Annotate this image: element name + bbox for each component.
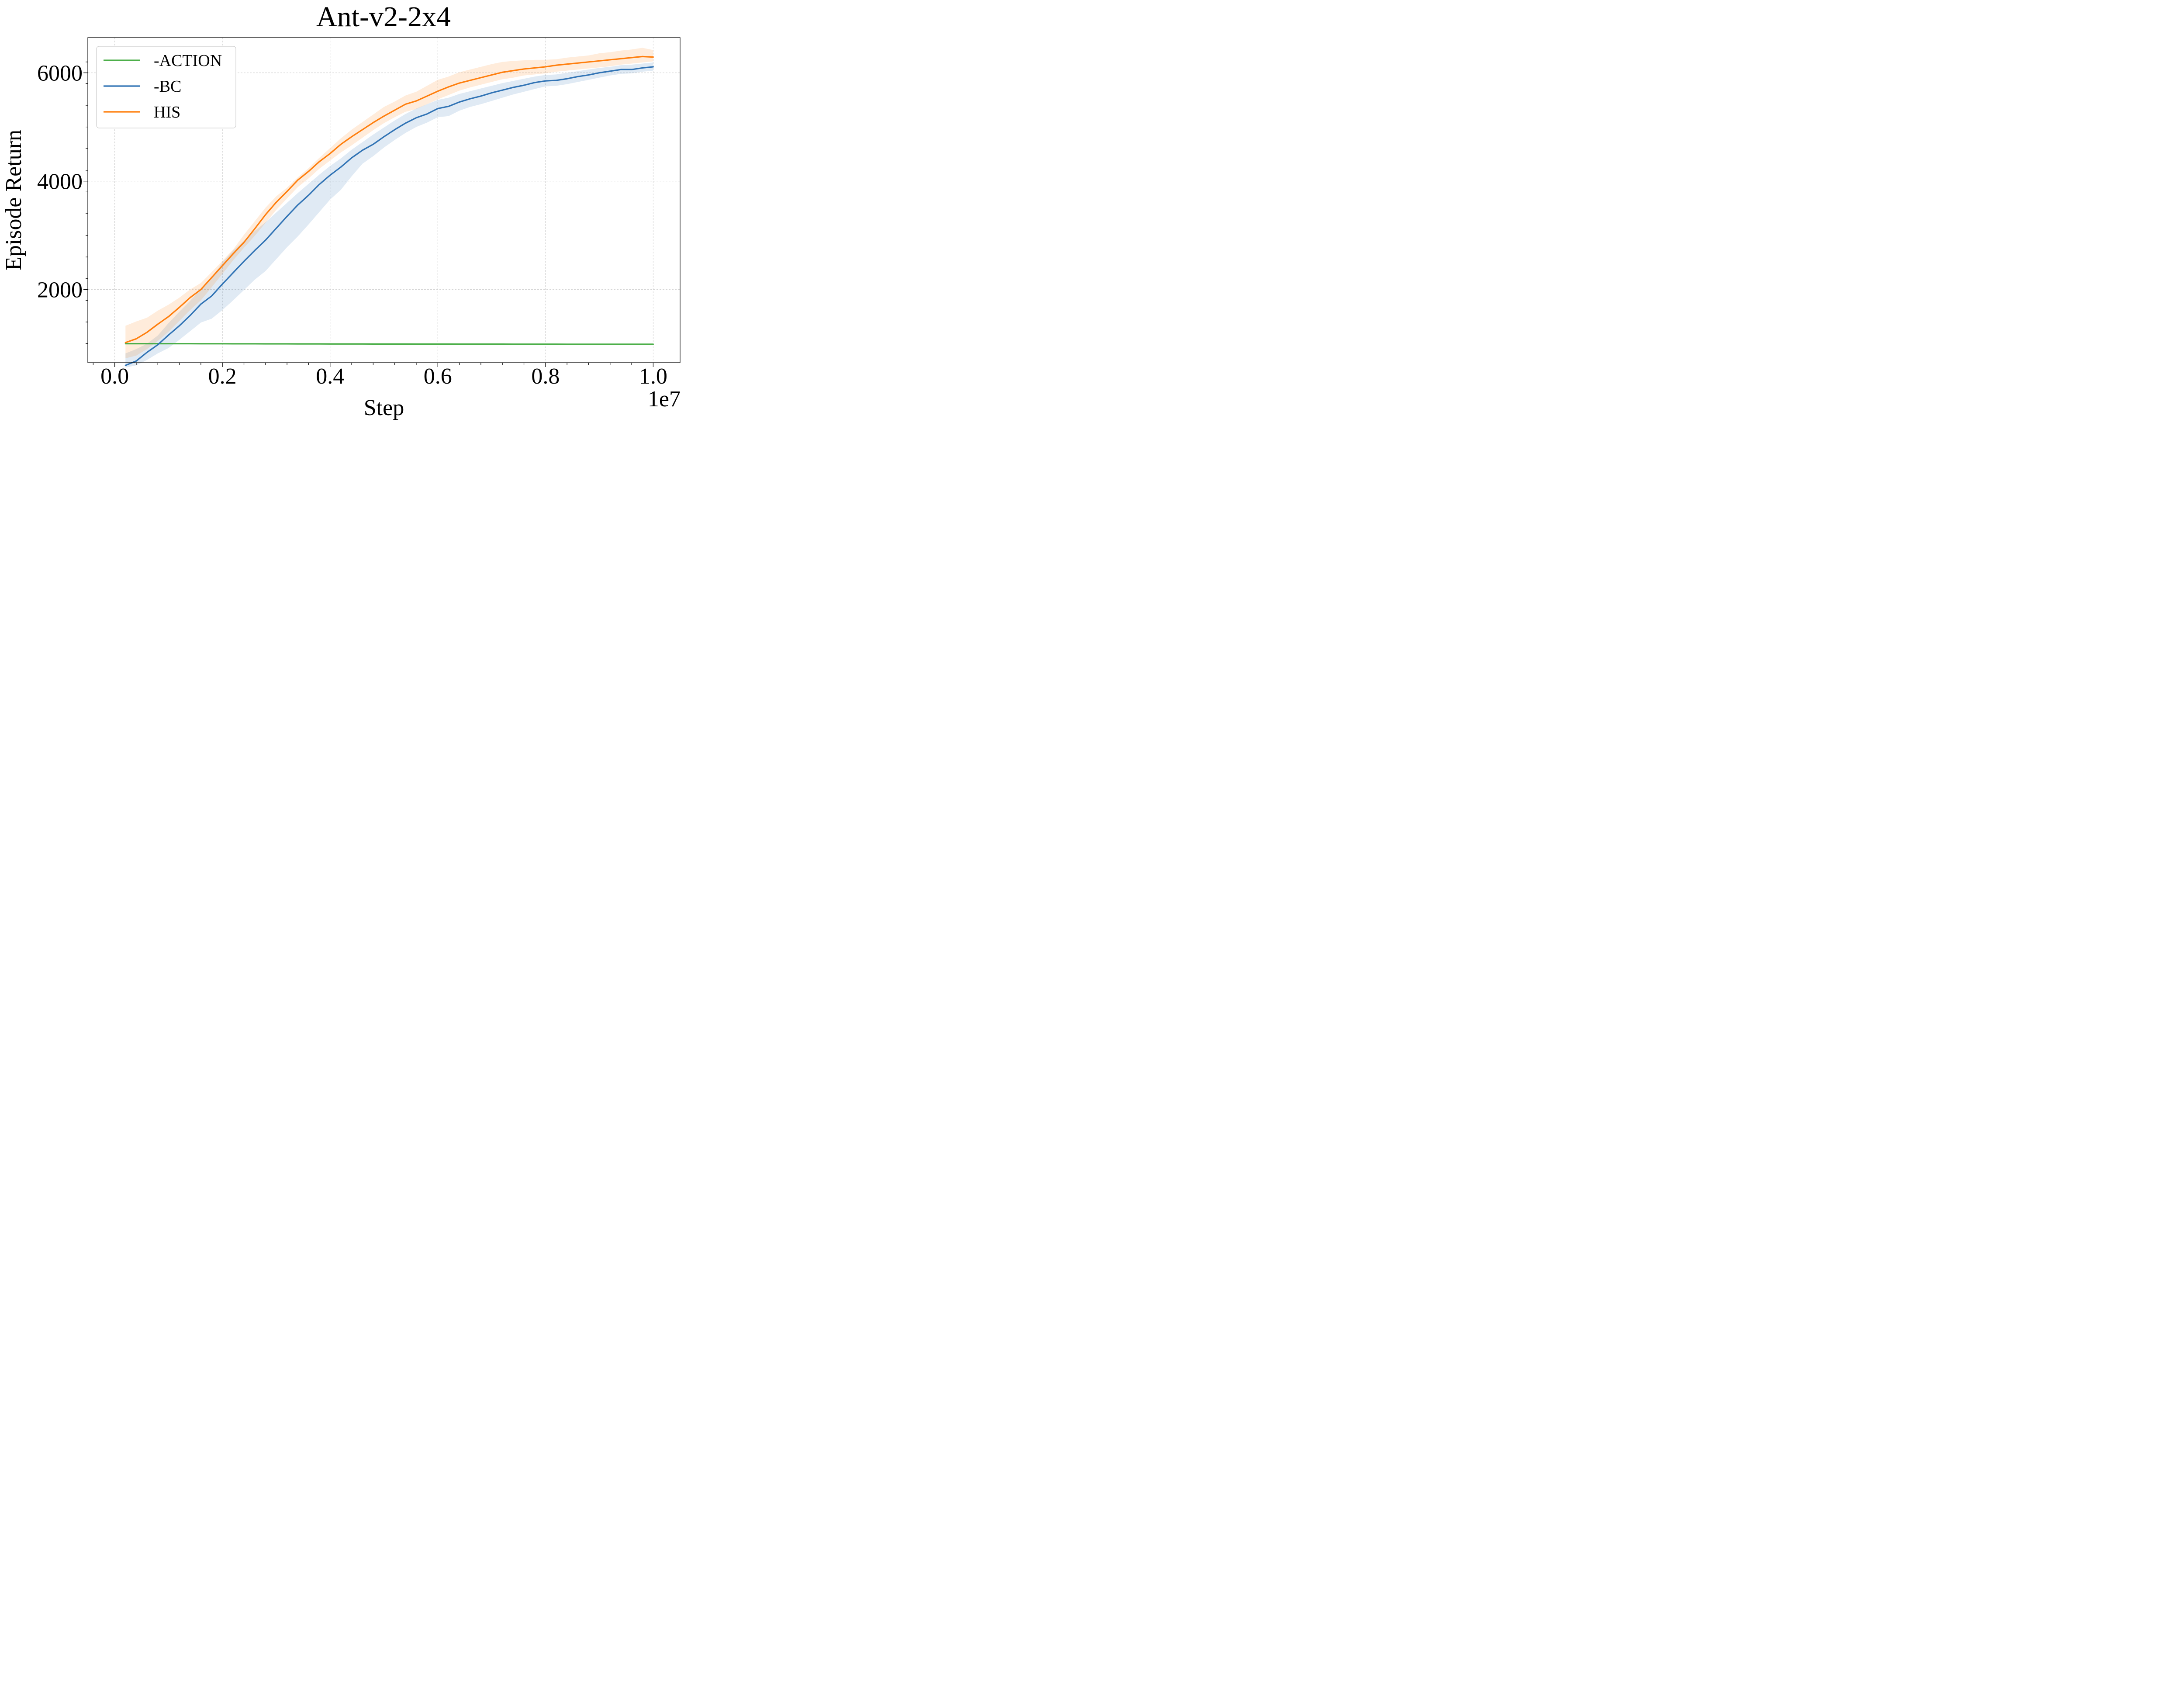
y-axis-label: Episode Return: [1, 130, 26, 270]
x-axis-scale-label: 1e7: [648, 387, 681, 412]
series-line: [124, 66, 654, 366]
legend: -ACTION -BC HIS: [96, 46, 236, 128]
x-tick-label: 0.2: [208, 364, 237, 389]
confidence-bands: [125, 48, 653, 368]
legend-label: -BC: [154, 77, 181, 96]
y-axis: 2000 4000 6000: [37, 61, 88, 344]
confidence-band: [125, 62, 653, 368]
x-axis-label: Step: [364, 395, 404, 420]
legend-label: HIS: [154, 103, 180, 121]
confidence-band: [125, 48, 653, 359]
x-tick-label: 0.0: [100, 364, 129, 389]
series-lines: [124, 55, 654, 366]
legend-box: [96, 46, 236, 128]
x-tick-label: 0.8: [531, 364, 560, 389]
y-tick-label: 6000: [37, 61, 83, 86]
plot-frame: [87, 37, 681, 363]
series-line: [124, 55, 654, 343]
x-tick-label: 0.6: [424, 364, 452, 389]
y-tick-label: 2000: [37, 278, 83, 303]
legend-label: -ACTION: [154, 52, 222, 70]
line-chart: Ant-v2-2x4 0.0 0.2 0.4 0.6 0.8 1.0 2000 4000 60…: [1, 1, 681, 420]
x-tick-label: 1.0: [639, 364, 667, 389]
chart-title: Ant-v2-2x4: [316, 1, 451, 33]
y-tick-label: 4000: [37, 170, 83, 194]
x-axis: 0.0 0.2 0.4 0.6 0.8 1.0: [93, 363, 667, 389]
x-tick-label: 0.4: [316, 364, 344, 389]
